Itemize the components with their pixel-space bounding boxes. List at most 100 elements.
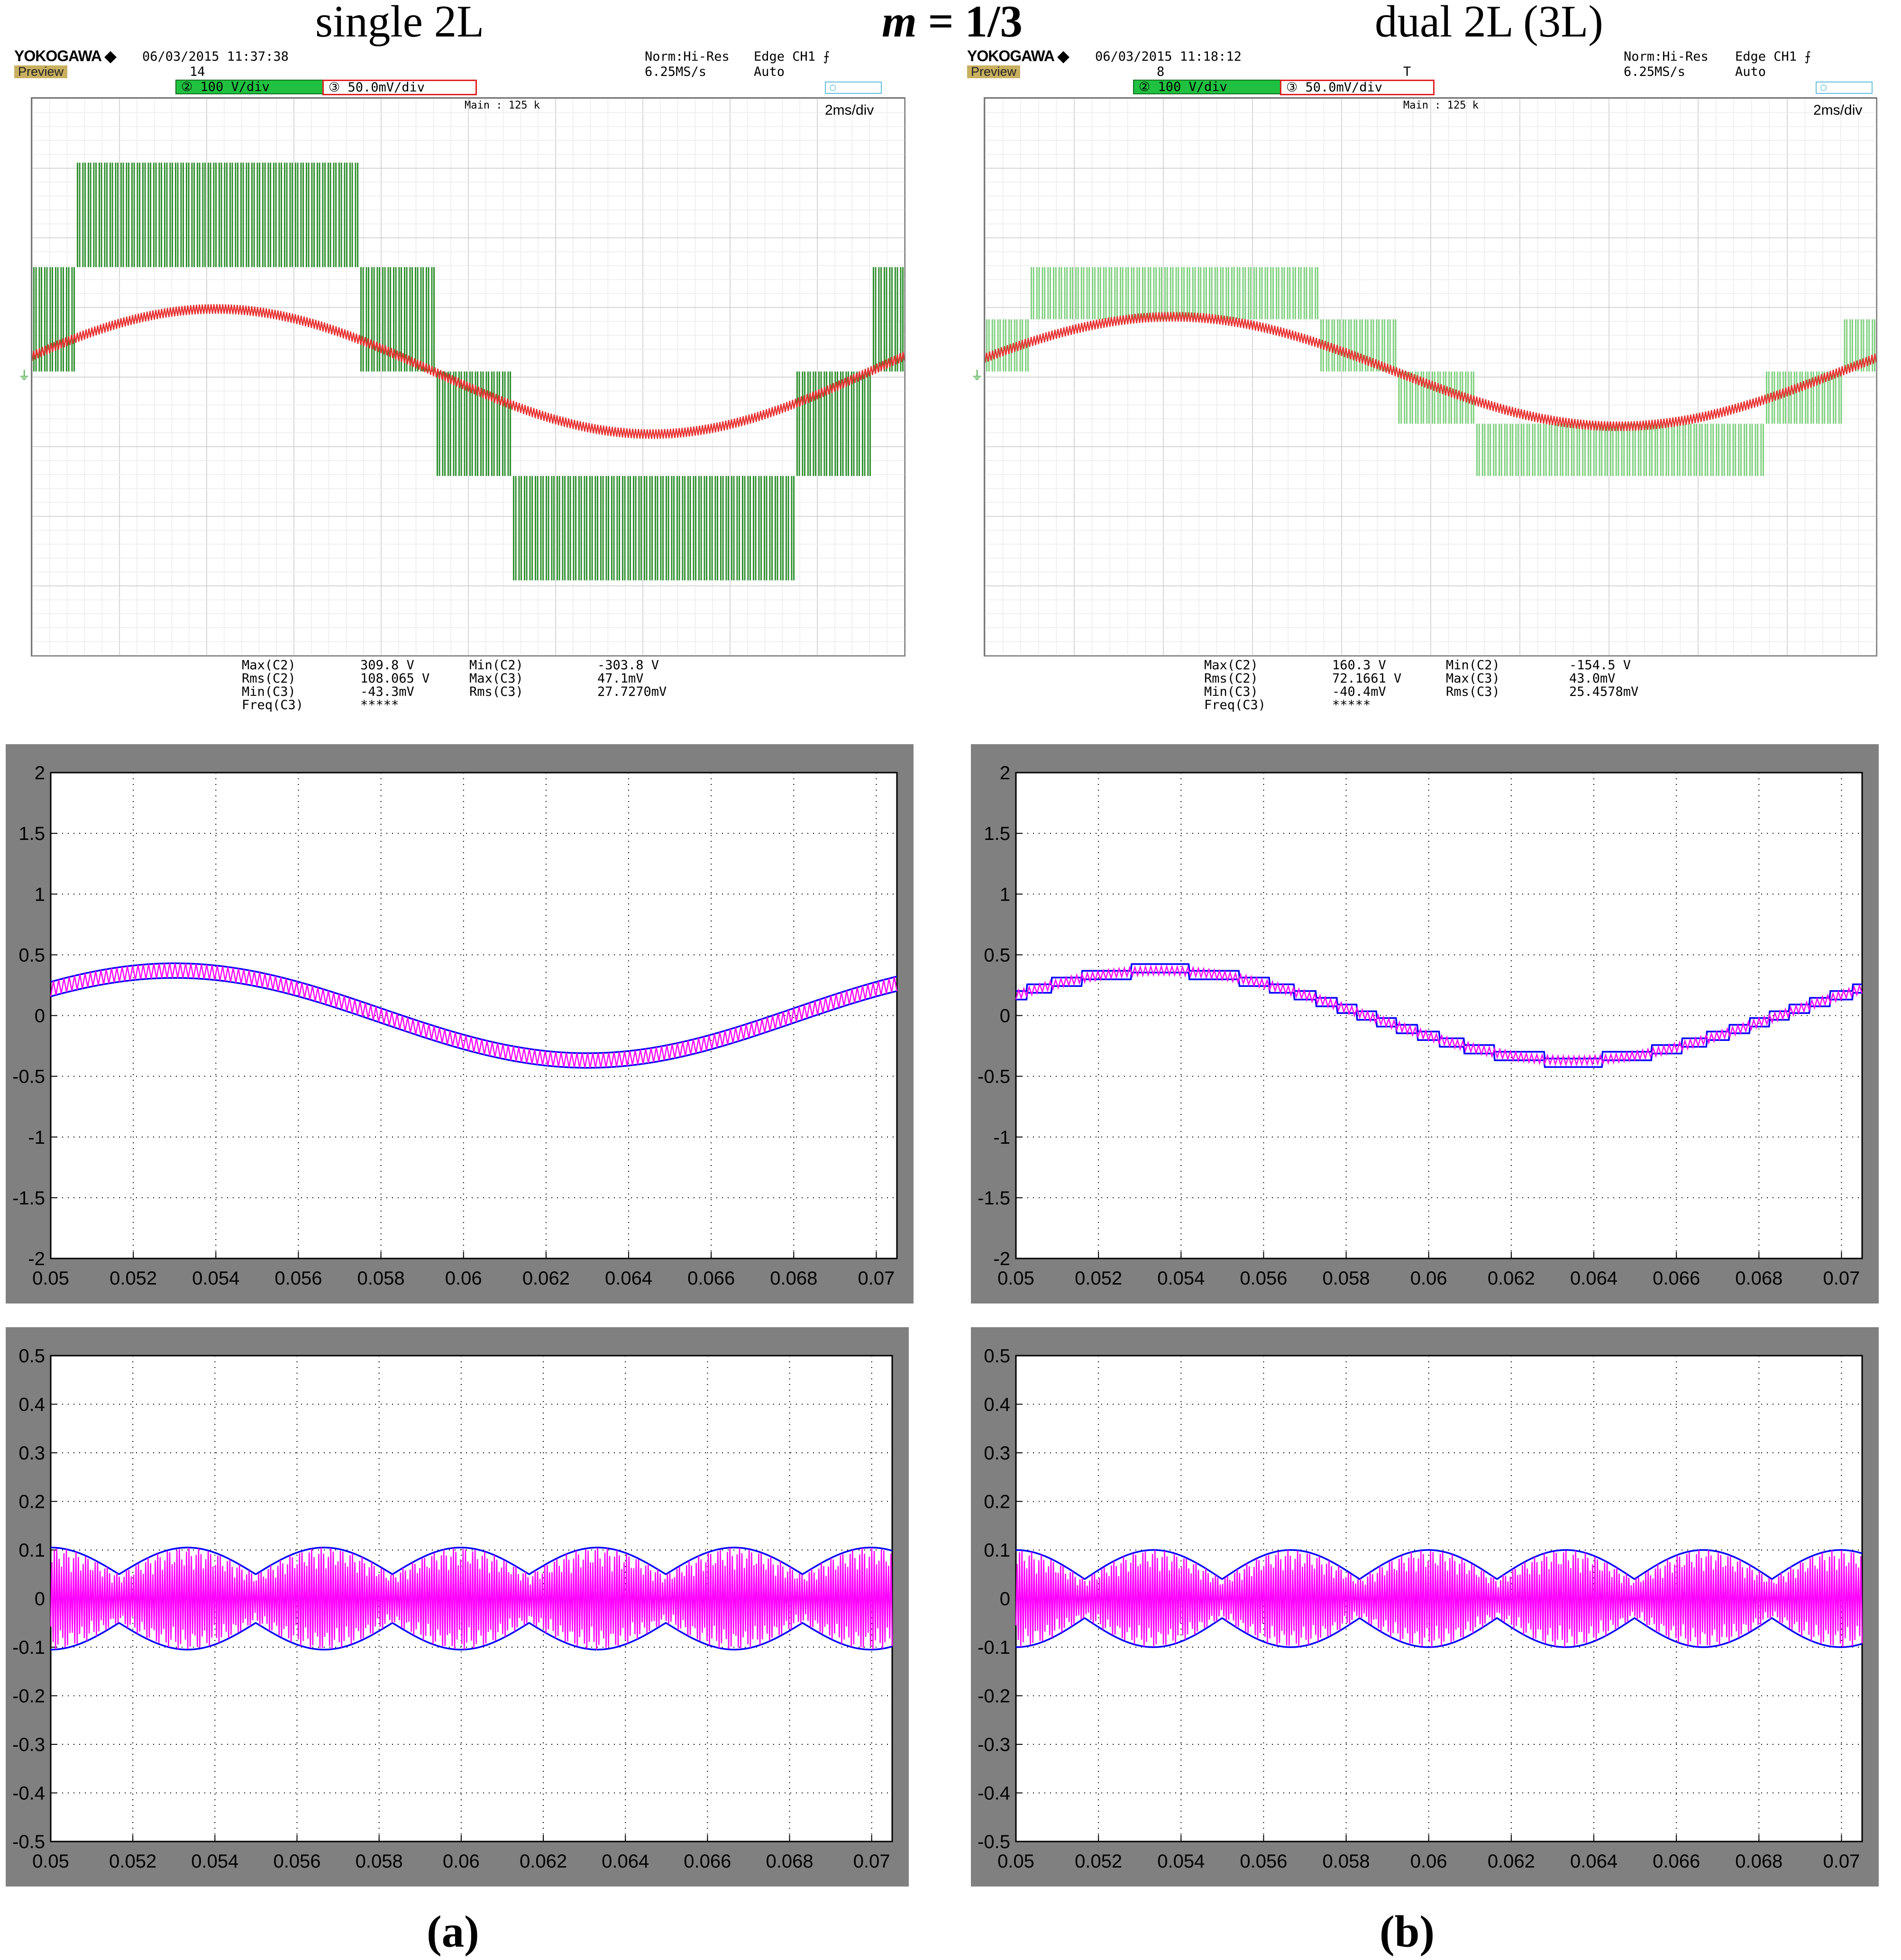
y-tick-label: -2 [993,1249,1010,1269]
y-tick-label: 0.2 [18,1492,45,1513]
header-center: m = 1/3 [882,0,1023,47]
plot-area [1015,772,1863,1259]
current-ripple-line [1015,964,1863,1067]
caption-b-text: (b) [1380,1906,1435,1957]
modulation-index-value: = 1/3 [916,0,1023,46]
scope-datetime: 06/03/2015 11:37:38 [142,49,289,64]
meas-label: Min(C3) [242,684,296,699]
oscilloscope-screenshot-a: YOKOGAWA ◆ 06/03/2015 11:37:38 Preview 1… [14,47,915,720]
x-tick-label: 0.062 [522,1268,570,1289]
simulation-plot-a-bottom: 0.05 0.052 0.054 0.056 0.058 0.06 0.062 0.064 0.… [6,1327,909,1887]
scope-waveform [984,98,1877,656]
modulation-index-symbol: m [882,0,917,46]
trigger-setting: Edge CH1 ⨍ [754,49,830,64]
channel-2-scale: ② 100 V/div [175,80,329,94]
x-tick-label: 0.07 [858,1268,895,1289]
meas-value: 47.1mV [597,671,644,686]
simulation-plot-b-top: 0.05 0.052 0.054 0.056 0.058 0.06 0.062 0.064 0.… [971,744,1879,1304]
preview-label: Preview [967,65,1021,78]
chart-svg: 0.05 0.052 0.054 0.056 0.058 0.06 0.062 0.064 0.… [12,763,898,1289]
x-tick-label: 0.05 [997,1851,1034,1872]
channel-3-scale: ③ 50.0mV/div [322,80,477,95]
main-record-length: Main : 125 k [1403,100,1479,111]
x-tick-label: 0.052 [1075,1851,1122,1872]
y-tick-label: 0.1 [18,1540,45,1561]
y-tick-label: -0.5 [12,1067,45,1087]
ripple-error-line [50,1547,893,1650]
meas-value: ***** [360,698,399,712]
x-tick-label: 0.05 [32,1851,69,1872]
phase-current-trace [31,304,905,439]
y-tick-label: 0 [1000,1589,1010,1610]
timebase-label: 2ms/div [825,102,874,118]
x-tick-label: 0.066 [1653,1268,1700,1289]
x-tick-label: 0.07 [1823,1268,1860,1289]
y-tick-label: 0.4 [18,1395,45,1415]
brand-logo: YOKOGAWA ◆ [14,47,116,64]
meas-label: Min(C2) [469,658,523,673]
meas-value: -43.3mV [360,684,414,699]
trigger-setting: Edge CH1 ⨍ [1735,49,1811,64]
scope-screen [31,97,905,656]
meas-label: Max(C3) [469,671,523,686]
meas-value: -154.5 V [1569,658,1631,673]
main-record-length: Main : 125 k [465,100,540,111]
x-tick-label: 0.056 [1240,1268,1287,1289]
upper-envelope-line [50,962,897,1054]
x-tick-label: 0.054 [191,1851,238,1872]
y-tick-label: -1 [993,1127,1010,1148]
scope-datetime: 06/03/2015 11:18:12 [1095,49,1242,64]
x-tick-label: 0.052 [1075,1268,1122,1289]
phase-voltage-trace [33,163,904,581]
y-tick-label: 0 [1000,1006,1010,1027]
cursor-indicator: ○ [1816,82,1873,94]
y-tick-label: -0.5 [12,1832,45,1852]
x-tick-label: 0.066 [684,1851,731,1872]
simulation-plot-a-top: 0.05 0.052 0.054 0.056 0.058 0.06 0.062 0.064 0.… [6,744,914,1304]
y-tick-label: -0.5 [978,1832,1010,1852]
y-tick-label: 0.5 [18,945,45,966]
meas-value: 72.1661 V [1332,671,1402,686]
x-tick-label: 0.06 [1410,1851,1447,1872]
x-tick-label: 0.062 [1488,1268,1535,1289]
plot-area [50,772,898,1259]
meas-label: Rms(C3) [469,684,523,699]
y-tick-label: 1.5 [18,823,45,844]
y-tick-label: 1 [35,884,45,905]
x-tick-label: 0.058 [1323,1268,1370,1289]
lower-error-envelope [1016,1617,1863,1648]
y-tick-label: 0 [35,1006,45,1027]
meas-value: ***** [1332,698,1371,712]
meas-label: Min(C2) [1446,658,1500,673]
y-tick-label: 1 [1000,884,1010,905]
x-tick-label: 0.062 [1488,1851,1535,1872]
y-tick-label: 0.5 [984,1346,1010,1367]
x-tick-label: 0.06 [445,1268,482,1289]
scope-screen [984,97,1877,656]
meas-label: Max(C2) [242,658,296,673]
sample-rate: 6.25MS/s [1624,64,1686,79]
x-tick-label: 0.064 [602,1851,649,1872]
y-tick-label: 0.3 [984,1443,1010,1464]
y-tick-label: -0.1 [978,1637,1010,1658]
x-tick-label: 0.05 [32,1268,69,1289]
y-tick-label: 0.2 [984,1492,1010,1513]
x-tick-label: 0.058 [1323,1851,1370,1872]
x-tick-label: 0.058 [357,1268,405,1289]
x-tick-label: 0.064 [605,1268,652,1289]
timebase-label: 2ms/div [1813,102,1863,118]
meas-value: 25.4578mV [1569,684,1639,699]
x-tick-label: 0.07 [853,1851,890,1872]
y-tick-label: -0.5 [978,1067,1010,1087]
brand-logo: YOKOGAWA ◆ [967,47,1069,64]
y-tick-label: -1.5 [978,1188,1010,1209]
meas-label: Rms(C3) [1446,684,1500,699]
y-tick-label: 0 [35,1589,45,1610]
oscilloscope-screenshot-b: YOKOGAWA ◆ 06/03/2015 11:18:12 Preview 8… [967,47,1887,720]
header-right: dual 2L (3L) [1375,0,1603,46]
meas-value: -303.8 V [597,658,659,673]
y-tick-label: -0.2 [978,1686,1010,1707]
cursor-indicator: ○ [825,82,882,94]
chart-svg: 0.05 0.052 0.054 0.056 0.058 0.06 0.062 0.064 0.… [978,763,1863,1289]
x-tick-label: 0.068 [770,1268,817,1289]
